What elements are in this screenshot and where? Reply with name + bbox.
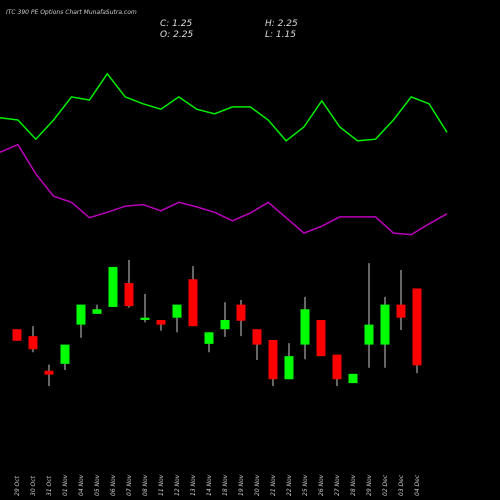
candle-body	[92, 309, 102, 314]
candle-body	[140, 317, 150, 320]
x-tick-label: 19 Nov	[238, 474, 245, 496]
candle-body	[220, 320, 230, 330]
close-label: C: 1.25	[160, 19, 192, 29]
candle-body	[412, 288, 422, 366]
indicator-line	[0, 143, 448, 236]
x-tick-label: 18 Nov	[222, 474, 229, 496]
candle-body	[124, 283, 134, 307]
candle-body	[60, 344, 70, 364]
high-label: H: 2.25	[265, 19, 298, 29]
x-tick-label: 03 Dec	[398, 474, 405, 496]
x-tick-label: 04 Dec	[414, 474, 421, 496]
candle-body	[12, 329, 22, 341]
x-tick-label: 21 Nov	[270, 474, 277, 496]
x-tick-label: 14 Nov	[206, 474, 213, 496]
candle-body	[236, 304, 246, 321]
indicator-line	[0, 72, 448, 142]
x-tick-label: 25 Nov	[302, 474, 309, 496]
x-tick-label: 27 Nov	[334, 474, 341, 496]
candle-body	[108, 266, 118, 307]
x-tick-label: 29 Nov	[366, 474, 373, 496]
candle-body	[156, 320, 166, 325]
candle-body	[252, 329, 262, 345]
candle-body	[300, 309, 310, 345]
candle-body	[188, 279, 198, 327]
x-tick-label: 04 Nov	[78, 474, 85, 496]
open-label: O: 2.25	[160, 30, 193, 40]
chart-title: ITC 390 PE Options Chart MunafaSutra.com	[6, 9, 137, 16]
candle-body	[44, 370, 54, 375]
x-tick-label: 06 Nov	[110, 474, 117, 496]
x-tick-label: 13 Nov	[190, 474, 197, 496]
x-tick-label: 30 Oct	[30, 475, 37, 496]
x-tick-label: 11 Nov	[158, 474, 165, 496]
x-tick-label: 02 Dec	[382, 474, 389, 496]
candle-body	[316, 320, 326, 357]
candle-body	[348, 373, 358, 384]
x-tick-label: 29 Oct	[14, 475, 21, 496]
x-tick-label: 12 Nov	[174, 474, 181, 496]
candle-body	[204, 332, 214, 344]
candle-body	[284, 356, 294, 380]
x-tick-label: 01 Nov	[62, 474, 69, 496]
candle-body	[364, 324, 374, 345]
x-tick-label: 08 Nov	[142, 474, 149, 496]
candle-body	[28, 336, 38, 350]
candle-body	[172, 304, 182, 318]
x-tick-label: 20 Nov	[254, 474, 261, 496]
x-tick-label: 26 Nov	[318, 474, 325, 496]
low-label: L: 1.15	[265, 30, 296, 40]
candle-body	[396, 304, 406, 318]
candle-body	[268, 340, 278, 380]
candle-body	[332, 354, 342, 380]
x-tick-label: 05 Nov	[94, 474, 101, 496]
x-tick-label: 31 Oct	[46, 475, 53, 496]
x-tick-label: 22 Nov	[286, 474, 293, 496]
candle-body	[380, 304, 390, 345]
x-tick-label: 28 Nov	[350, 474, 357, 496]
x-tick-label: 07 Nov	[126, 474, 133, 496]
candle-body	[76, 304, 86, 325]
